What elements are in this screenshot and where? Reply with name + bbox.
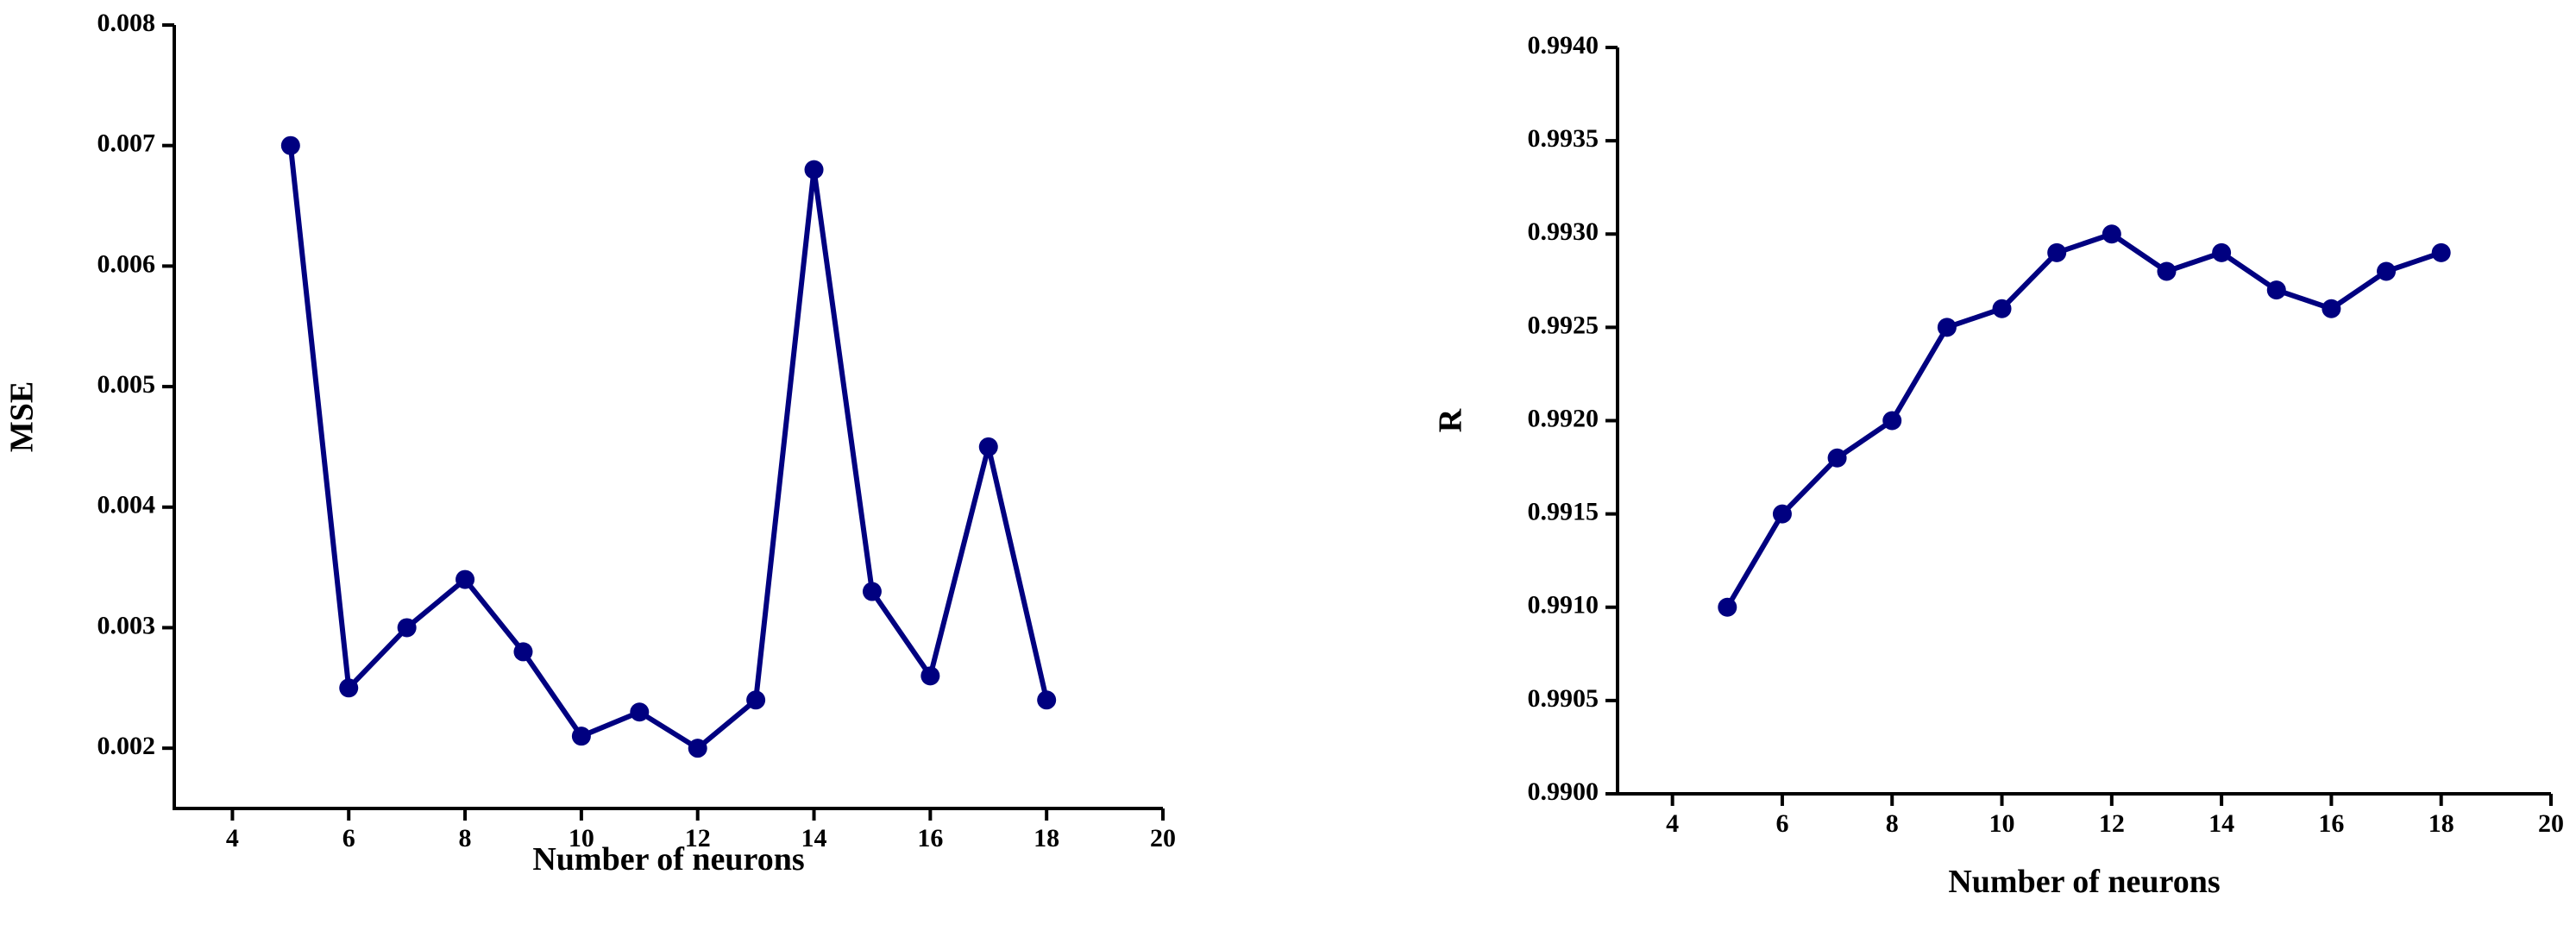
x-tick-label: 6 [1775, 809, 1788, 838]
data-line [1725, 231, 2442, 609]
data-point [513, 642, 533, 662]
x-tick-label: 18 [2428, 809, 2454, 838]
data-point [630, 702, 650, 722]
data-point [2212, 242, 2232, 262]
x-tick-label: 4 [226, 824, 239, 852]
data-point [2157, 261, 2177, 281]
x-tick-label: 8 [459, 824, 472, 852]
y-tick-label: 0.003 [97, 611, 156, 639]
data-point [746, 690, 766, 710]
y-tick-label: 0.9935 [1528, 124, 1599, 153]
data-point [2102, 224, 2121, 244]
x-tick-label: 12 [2099, 809, 2125, 838]
data-point [397, 618, 417, 638]
data-point [1992, 299, 2012, 318]
x-tick-label: 14 [2208, 809, 2234, 838]
y-tick-label: 0.004 [97, 491, 156, 519]
data-point [1937, 318, 1957, 337]
x-tick-label: 10 [1989, 809, 2015, 838]
y-axis-label: MSE [4, 381, 41, 452]
data-point [2431, 242, 2451, 262]
x-tick-label: 20 [1150, 824, 1176, 852]
y-tick-label: 0.008 [97, 9, 156, 37]
x-tick-label: 16 [917, 824, 943, 852]
y-axis-label: R [1433, 408, 1469, 432]
x-tick-label: 14 [801, 824, 827, 852]
y-tick-label: 0.9920 [1528, 404, 1599, 432]
y-tick-label: 0.9905 [1528, 684, 1599, 713]
data-point [1827, 448, 1847, 468]
y-tick-label: 0.9900 [1528, 777, 1599, 806]
data-point [1037, 690, 1057, 710]
x-axis-label: Number of neurons [1948, 864, 2220, 900]
y-tick-label: 0.9910 [1528, 591, 1599, 620]
data-line [287, 145, 1050, 752]
data-point [2377, 261, 2397, 281]
data-point [339, 678, 359, 698]
x-tick-label: 12 [685, 824, 711, 852]
x-tick-label: 6 [342, 824, 355, 852]
data-point [2047, 242, 2067, 262]
x-tick-label: 20 [2538, 809, 2564, 838]
data-point [1772, 504, 1792, 524]
y-tick-label: 0.9930 [1528, 217, 1599, 246]
x-axis-label: Number of neurons [532, 841, 804, 878]
data-point [978, 437, 998, 456]
x-tick-label: 4 [1666, 809, 1679, 838]
data-point [920, 666, 940, 686]
x-tick-label: 10 [569, 824, 594, 852]
data-point [1882, 411, 1902, 431]
data-point [688, 739, 707, 758]
x-tick-label: 18 [1034, 824, 1059, 852]
data-point [456, 569, 475, 589]
data-point [571, 727, 591, 746]
y-tick-label: 0.002 [97, 732, 156, 760]
y-tick-label: 0.005 [97, 370, 156, 399]
x-tick-label: 16 [2318, 809, 2344, 838]
y-tick-label: 0.006 [97, 249, 156, 278]
data-point [862, 582, 882, 601]
y-tick-label: 0.9925 [1528, 311, 1599, 339]
y-tick-label: 0.007 [97, 129, 156, 158]
data-point [2266, 280, 2286, 300]
x-tick-label: 8 [1886, 809, 1899, 838]
data-point [2322, 299, 2341, 318]
y-tick-label: 0.9915 [1528, 498, 1599, 526]
data-point [1718, 597, 1737, 617]
data-point [804, 160, 824, 179]
y-tick-label: 0.9940 [1528, 31, 1599, 60]
data-point [280, 135, 300, 155]
